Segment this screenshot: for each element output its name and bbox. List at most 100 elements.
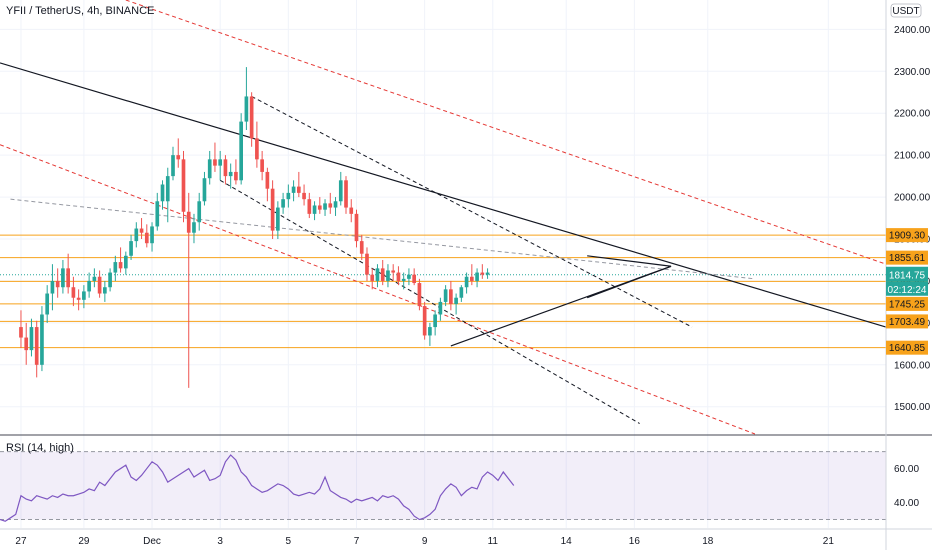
time-tick-label: 14	[561, 536, 573, 547]
candle-body	[249, 96, 254, 139]
candle-body	[66, 268, 70, 288]
rsi-title: RSI (14, high)	[6, 442, 74, 454]
countdown-label: 02:12:24	[888, 285, 927, 296]
candle-body	[129, 241, 133, 256]
candle-body	[438, 301, 443, 315]
candle-body	[234, 171, 238, 181]
candle-body	[192, 222, 196, 233]
candle-body	[359, 241, 364, 254]
candle-body	[449, 289, 453, 305]
candle-body	[485, 272, 490, 275]
trendline	[125, 0, 887, 265]
rsi-tick-label: 40.00	[894, 498, 919, 509]
price-tick-label: 2300.00	[894, 67, 931, 78]
candle-body	[155, 201, 160, 227]
candle-body	[82, 291, 86, 300]
candle-body	[218, 159, 223, 166]
candle-body	[365, 253, 369, 275]
candle-body	[160, 184, 165, 202]
candle-body	[469, 276, 474, 281]
price-labels: 1909.301855.611798.941745.251703.491640.…	[886, 228, 928, 355]
candle-body	[223, 159, 228, 177]
candle-body	[286, 192, 291, 200]
level-label-box	[886, 250, 928, 265]
candle-body	[349, 207, 354, 214]
candle-body	[92, 276, 97, 281]
trendline	[251, 96, 693, 328]
trendline	[0, 144, 756, 435]
trendline	[219, 179, 640, 424]
time-tick-label: 29	[78, 536, 90, 547]
candle-body	[370, 274, 375, 281]
candle-body	[207, 159, 212, 179]
candle-body	[464, 276, 469, 288]
time-tick-label: 21	[823, 536, 835, 547]
trendline	[586, 265, 672, 299]
time-tick-label: 16	[629, 536, 641, 547]
candle-body	[386, 270, 390, 281]
candle-body	[260, 159, 264, 172]
candle-body	[19, 327, 23, 338]
rsi-tick-label: 60.00	[894, 464, 919, 475]
candle-body	[422, 306, 427, 336]
time-tick-label: 9	[422, 536, 428, 547]
candle-body	[181, 159, 186, 212]
candle-body	[165, 176, 170, 202]
candle-body	[344, 180, 348, 208]
candle-body	[443, 289, 448, 302]
candle-body	[302, 192, 306, 200]
level-label-box	[886, 296, 928, 311]
level-label-box	[886, 314, 928, 329]
candle-body	[144, 232, 149, 244]
price-tick-label: 1600.00	[894, 360, 931, 371]
candle-body	[281, 199, 285, 208]
candle-body	[76, 297, 81, 300]
candle-body	[276, 207, 280, 231]
chart-title: YFII / TetherUS, 4h, BINANCE	[6, 5, 154, 17]
candle-body	[338, 180, 343, 202]
candle-body	[197, 201, 202, 223]
candle-body	[454, 297, 458, 305]
candle-body	[412, 274, 417, 284]
candle-body	[202, 178, 207, 202]
candle-body	[97, 276, 102, 294]
price-tick-label: 1500.00	[894, 402, 931, 413]
candle-body	[333, 201, 338, 208]
current-price-label: 1814.75	[889, 270, 926, 281]
candle-body	[255, 138, 259, 160]
level-label-box	[886, 228, 928, 243]
candle-body	[291, 186, 296, 193]
currency-box	[890, 3, 922, 18]
candle-body	[139, 228, 144, 233]
candle-body	[354, 213, 359, 242]
candle-body	[29, 327, 34, 351]
candle-body	[123, 255, 128, 269]
current-price-box	[886, 266, 928, 282]
candle-body	[239, 121, 243, 181]
candle-body	[270, 188, 275, 231]
rsi-band	[0, 451, 886, 520]
candle-body	[459, 287, 464, 298]
level-label: 1855.61	[889, 253, 926, 264]
candle-body	[396, 272, 401, 281]
time-tick-label: 7	[354, 536, 360, 547]
candle-body	[328, 203, 333, 208]
candle-body	[401, 278, 406, 281]
trendline	[10, 198, 755, 280]
candle-body	[391, 270, 396, 273]
horizontal-levels	[0, 234, 886, 349]
candle-body	[24, 337, 29, 351]
candle-body	[323, 203, 327, 210]
candle-body	[417, 283, 422, 307]
candle-body	[317, 205, 322, 210]
rsi-line	[0, 454, 515, 522]
candle-body	[265, 171, 270, 189]
level-label: 1640.85	[889, 343, 926, 354]
candle-body	[312, 205, 317, 214]
level-label: 1745.25	[889, 299, 926, 310]
candle-body	[134, 228, 139, 242]
candle-body	[61, 268, 65, 288]
candle-body	[244, 96, 249, 122]
